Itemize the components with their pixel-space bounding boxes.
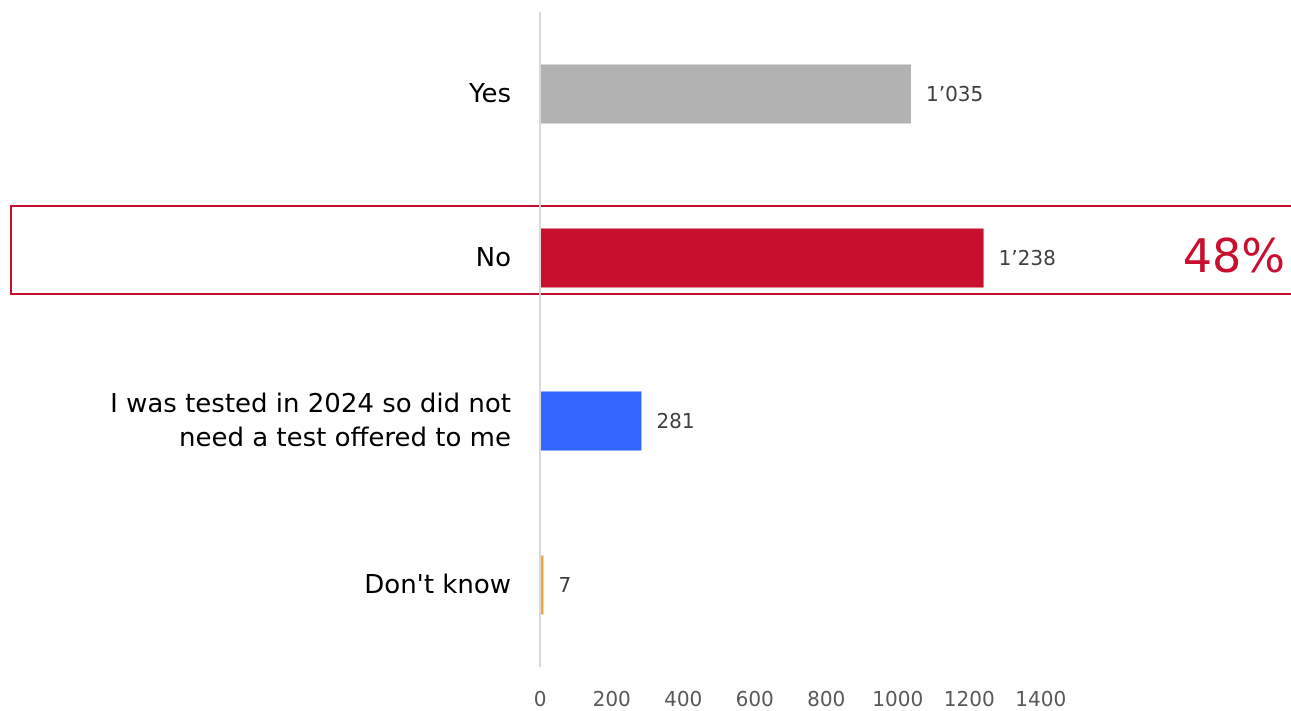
- x-tick-label: 600: [735, 687, 774, 711]
- x-tick-label: 1400: [1015, 687, 1067, 711]
- bar: [541, 555, 544, 615]
- highlight-percentage: 48%: [1182, 229, 1285, 283]
- data-label: 7: [558, 573, 572, 597]
- category-label: Don't know: [364, 570, 511, 600]
- category-label: No: [475, 243, 511, 273]
- data-label: 1’035: [926, 82, 984, 106]
- highlight-box: [10, 205, 1291, 295]
- x-tick-label: 1200: [943, 687, 995, 711]
- bar: [541, 64, 912, 124]
- x-tick-label: 200: [592, 687, 631, 711]
- x-tick-label: 0: [533, 687, 547, 711]
- x-tick-label: 1000: [872, 687, 924, 711]
- data-label: 1’238: [998, 246, 1056, 270]
- category-label: I was tested in 2024 so did not need a t…: [110, 389, 511, 453]
- bar: [541, 391, 642, 451]
- bar: [541, 228, 984, 288]
- data-label: 281: [656, 409, 695, 433]
- x-tick-label: 800: [807, 687, 846, 711]
- x-tick-label: 400: [664, 687, 703, 711]
- category-label: Yes: [469, 79, 511, 109]
